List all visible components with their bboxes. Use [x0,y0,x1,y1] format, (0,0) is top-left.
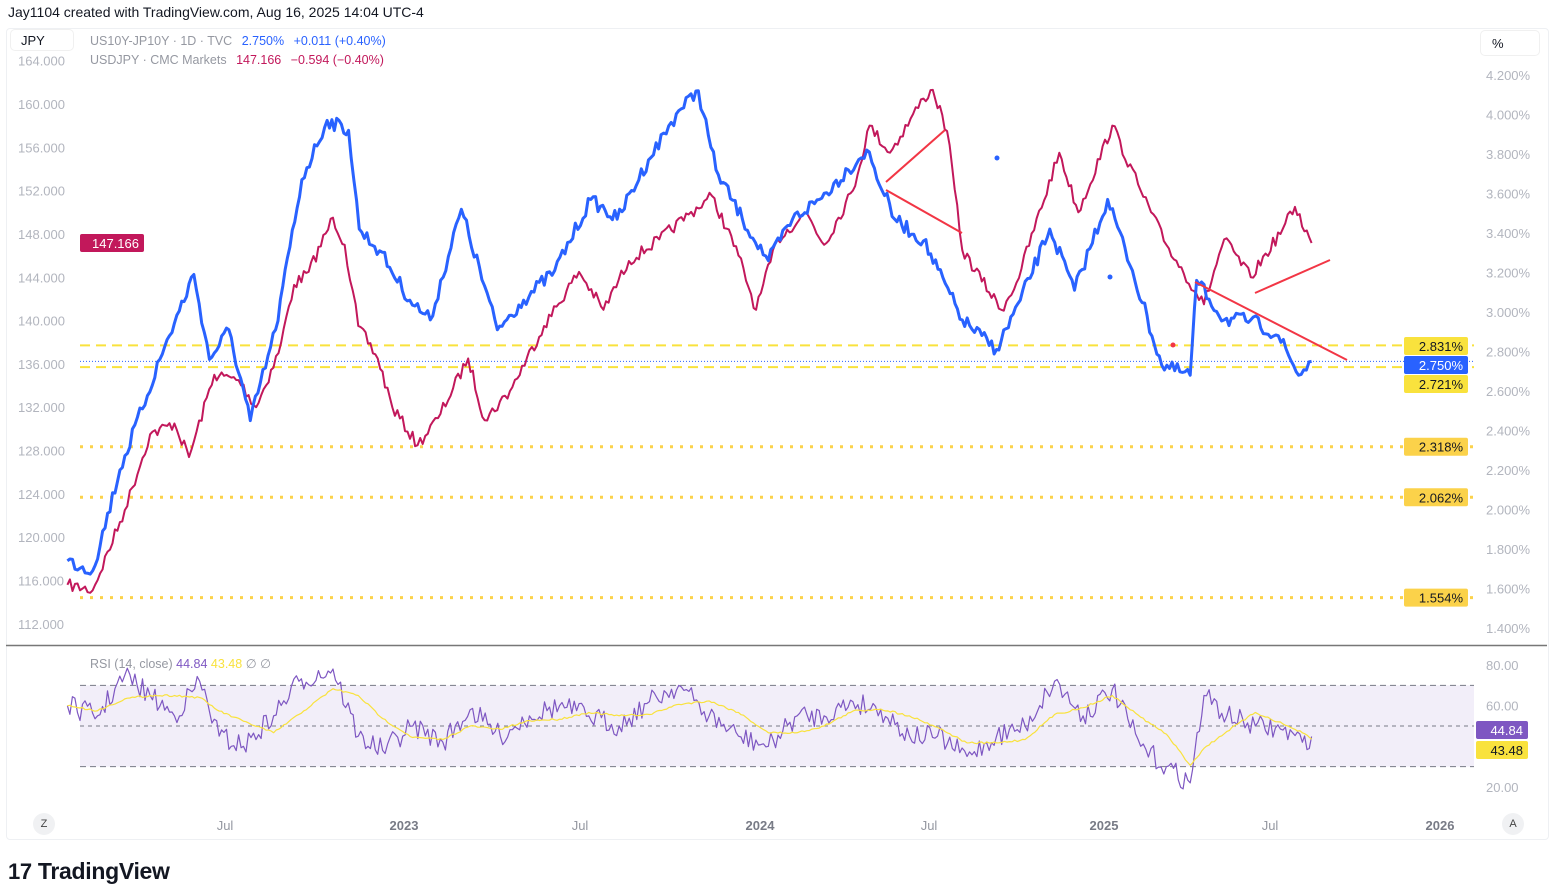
right-axis-tick: 2.400% [1486,424,1531,439]
legend-series-usdjpy[interactable]: USDJPY · CMC Markets 147.166 −0.594 (−0.… [90,53,390,67]
spread-line [66,89,1312,576]
scale-unit-button[interactable]: % [1480,30,1540,56]
right-axis-tick: 3.400% [1486,226,1531,241]
right-axis-tick: 4.000% [1486,108,1531,123]
rsi-value: 44.84 [176,657,208,671]
chart-credit: Jay1104 created with TradingView.com, Au… [8,4,424,20]
right-axis-tick: 2.200% [1486,463,1531,478]
currency-selector[interactable]: JPY [10,29,74,51]
spread-price-badge-bg [1404,356,1468,374]
level-price-badge-bg [1404,375,1468,393]
level-price-badge-bg [1404,488,1468,507]
rsi-axis-tick: 20.00 [1486,780,1519,795]
level-price-badge: 2.831% [1419,339,1464,354]
logo-text: TradingView [37,858,170,884]
spread-price-badge: 2.750% [1419,358,1464,373]
rsi-axis-tick: 80.00 [1486,658,1519,673]
right-axis-tick: 1.400% [1486,621,1531,636]
left-axis-tick: 132.000 [18,400,65,415]
marker-dot [1107,274,1113,280]
left-axis-tick: 136.000 [18,357,65,372]
left-axis-tick: 152.000 [18,184,65,199]
rsi-legend[interactable]: RSI (14, close) 44.84 43.48 ∅ ∅ [90,656,271,671]
usdjpy-line [66,88,1313,594]
left-axis-tick: 164.000 [18,54,65,69]
right-axis-tick: 3.000% [1486,305,1531,320]
legend-symbol: US10Y-JP10Y · 1D · TVC [90,34,233,48]
na-icon: ∅ [260,657,271,671]
right-axis-tick: 2.000% [1486,503,1531,518]
trendline-drawing [885,189,963,234]
na-icon: ∅ [245,657,257,671]
level-price-badge-bg [1404,337,1468,355]
rsi-ma-badge-bg [1476,741,1528,759]
chart-frame [6,28,1549,840]
time-axis-tick: 2025 [1090,818,1119,833]
right-axis-tick: 3.200% [1486,266,1531,281]
right-axis-tick: 1.800% [1486,542,1531,557]
rsi-ma-line [67,688,1312,766]
legend-series-spread[interactable]: US10Y-JP10Y · 1D · TVC 2.750% +0.011 (+0… [90,34,392,48]
trendline-drawing [1254,259,1331,294]
legend-change: −0.594 (−0.40%) [290,53,384,67]
legend-change: +0.011 (+0.40%) [293,34,386,48]
auto-scale-button[interactable]: A [1502,813,1524,835]
time-axis-tick: 2024 [746,818,776,833]
level-price-badge-bg [1404,437,1468,456]
left-axis-tick: 140.000 [18,314,65,329]
right-axis-tick: 3.600% [1486,187,1531,202]
time-axis-tick: Jul [217,818,234,833]
left-axis-tick: 116.000 [18,574,64,589]
usdjpy-price-badge: 147.166 [92,236,139,251]
rsi-ma-value: 43.48 [210,657,243,671]
level-price-badge: 1.554% [1419,591,1464,606]
left-axis-tick: 160.000 [18,97,65,112]
time-axis-tick: 2023 [390,818,419,833]
time-axis-tick: Jul [572,818,589,833]
zoom-reset-button[interactable]: Z [33,813,55,835]
tradingview-logo: 17 TradingView [8,858,170,885]
left-axis-tick: 128.000 [18,444,65,459]
marker-dot [994,155,1000,161]
rsi-ma-badge: 43.48 [1490,743,1523,758]
marker-dot [1170,342,1176,348]
time-axis-tick: 2026 [1426,818,1455,833]
left-axis-tick: 156.000 [18,140,65,155]
rsi-value-badge: 44.84 [1490,723,1523,738]
tradingview-logo-icon: 17 [8,858,32,884]
right-axis-tick: 3.800% [1486,147,1531,162]
rsi-label: RSI (14, close) [90,657,173,671]
time-axis-tick: Jul [921,818,938,833]
rsi-axis-tick: 60.00 [1486,699,1519,714]
usdjpy-price-badge-bg [80,233,144,252]
level-price-badge: 2.721% [1419,377,1464,392]
rsi-line [66,667,1313,790]
right-axis-tick: 2.800% [1486,345,1531,360]
legend-value: 2.750% [241,34,285,48]
right-axis-tick: 4.200% [1486,68,1531,83]
legend-value: 147.166 [236,53,282,67]
level-price-badge: 2.318% [1419,440,1464,455]
left-axis-tick: 120.000 [18,530,65,545]
left-axis-tick: 112.000 [18,617,64,632]
legend-symbol: USDJPY · CMC Markets [90,53,227,67]
rsi-value-badge-bg [1476,721,1528,739]
trendline-drawing [1194,281,1348,361]
level-price-badge-bg [1404,588,1468,607]
trendline-drawing [885,129,946,183]
level-price-badge: 2.062% [1419,490,1464,505]
right-axis-tick: 1.600% [1486,582,1531,597]
left-axis-tick: 144.000 [18,270,65,285]
time-axis-tick: Jul [1262,818,1279,833]
right-axis-tick: 2.600% [1486,384,1531,399]
left-axis-tick: 124.000 [18,487,65,502]
left-axis-tick: 148.000 [18,227,65,242]
